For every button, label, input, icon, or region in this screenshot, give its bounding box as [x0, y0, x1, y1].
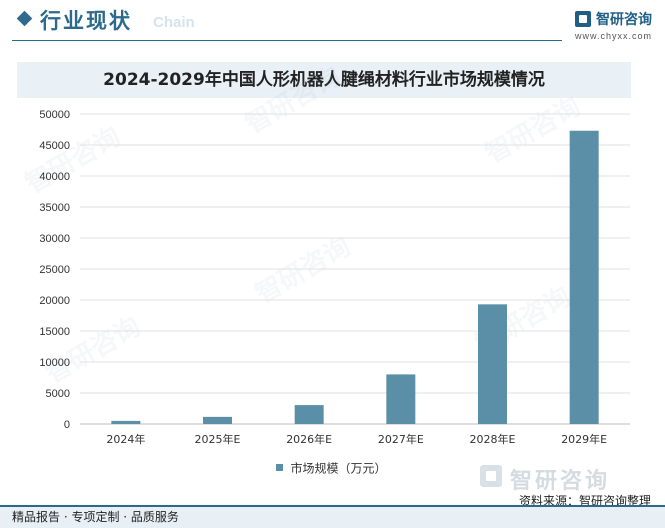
- y-tick-label: 35000: [39, 202, 70, 214]
- footer-divider: [0, 505, 665, 507]
- section-ghost-text: Chain: [153, 14, 195, 31]
- y-tick-label: 0: [64, 419, 70, 431]
- y-tick-label: 5000: [46, 388, 70, 400]
- legend-swatch: [276, 464, 283, 472]
- bar: [203, 416, 232, 424]
- y-tick-label: 40000: [39, 171, 70, 183]
- x-tick-label: 2026年E: [286, 432, 332, 446]
- x-tick-label: 2025年E: [195, 432, 241, 446]
- bars: [111, 130, 599, 425]
- y-tick-label: 15000: [39, 326, 70, 338]
- section-title: 行业现状: [40, 9, 132, 33]
- bar: [111, 420, 141, 424]
- chart-title: 2024-2029年中国人形机器人腱绳材料行业市场规模情况: [103, 70, 545, 90]
- y-axis-ticks: 0 5000 10000 15000 20000 25000 30000 35000 40000…: [39, 109, 70, 431]
- footer-tagline: 精品报告 · 专项定制 · 品质服务: [12, 510, 179, 524]
- x-tick-label: 2029年E: [561, 432, 607, 446]
- footer-brand-text: 智研咨询: [510, 469, 611, 494]
- x-axis-ticks: 2024年 2025年E 2026年E 2027年E 2028年E 2029年E: [106, 432, 607, 446]
- footer-logo-icon: [480, 465, 502, 487]
- bar: [294, 405, 324, 424]
- gridlines: [80, 113, 630, 425]
- y-tick-label: 10000: [39, 357, 70, 369]
- data-source: 资料来源：智研咨询整理: [518, 494, 651, 508]
- footer-brand-logo: 智研咨询: [480, 463, 650, 494]
- y-tick-label: 30000: [39, 233, 70, 245]
- page-header: 行业现状 Chain 智研咨询 www.chyxx.com: [0, 0, 665, 44]
- footer-bar: [0, 505, 665, 528]
- bar: [478, 304, 507, 424]
- x-tick-label: 2024年: [106, 432, 145, 446]
- x-tick-label: 2027年E: [378, 432, 424, 446]
- header-divider: [12, 40, 562, 41]
- x-tick-label: 2028年E: [470, 432, 516, 446]
- legend-label: 市场规模（万元）: [290, 461, 387, 476]
- bar: [386, 374, 416, 424]
- brand-logo: 智研咨询 www.chyxx.com: [575, 8, 655, 44]
- y-tick-label: 50000: [39, 109, 70, 121]
- legend: 市场规模（万元）: [276, 459, 386, 475]
- bar: [569, 130, 599, 425]
- chart-title-band: 2024-2029年中国人形机器人腱绳材料行业市场规模情况: [17, 62, 631, 98]
- logo-url: www.chyxx.com: [575, 31, 653, 41]
- logo-name: 智研咨询: [596, 12, 652, 28]
- y-tick-label: 25000: [39, 264, 70, 276]
- y-tick-label: 45000: [39, 140, 70, 152]
- logo-icon: [575, 11, 591, 27]
- y-tick-label: 20000: [39, 295, 70, 307]
